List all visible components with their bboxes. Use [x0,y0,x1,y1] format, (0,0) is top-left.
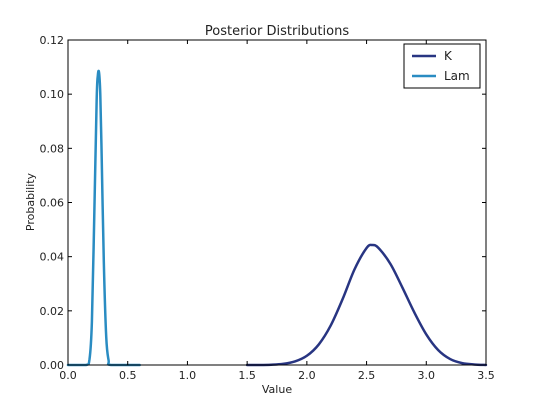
y-tick-label: 0.00 [40,359,65,372]
axis-ticks: 0.0 0.5 1.0 1.5 2.0 2.5 3.0 3.5 0.00 0.02 0.04 0.06… [40,34,495,382]
plot-frame [67,39,487,366]
legend: K Lam [403,43,481,89]
x-tick-label: 3.5 [477,369,495,382]
x-tick-label: 2.5 [358,369,376,382]
y-axis-label: Probability [24,172,37,231]
legend-label: K [444,49,453,63]
series-line-k [245,243,488,367]
chart-title: Posterior Distributions [205,24,349,39]
y-tick-label: 0.04 [40,251,65,264]
y-tick-label: 0.06 [40,197,65,210]
y-tick-label: 0.12 [40,34,65,47]
x-tick-label: 1.0 [179,369,197,382]
y-tick-label: 0.10 [40,88,65,101]
y-tick-label: 0.02 [40,305,65,318]
legend-box [403,43,481,89]
x-tick-label: 3.0 [418,369,436,382]
y-tick-label: 0.08 [40,142,65,155]
plot-area [66,69,488,367]
x-axis-label: Value [262,383,292,396]
x-tick-label: 0.5 [119,369,137,382]
series-line-lam [66,69,141,367]
x-tick-label: 2.0 [298,369,316,382]
x-tick-label: 0.0 [59,369,77,382]
x-tick-label: 1.5 [238,369,256,382]
legend-label: Lam [444,69,470,83]
